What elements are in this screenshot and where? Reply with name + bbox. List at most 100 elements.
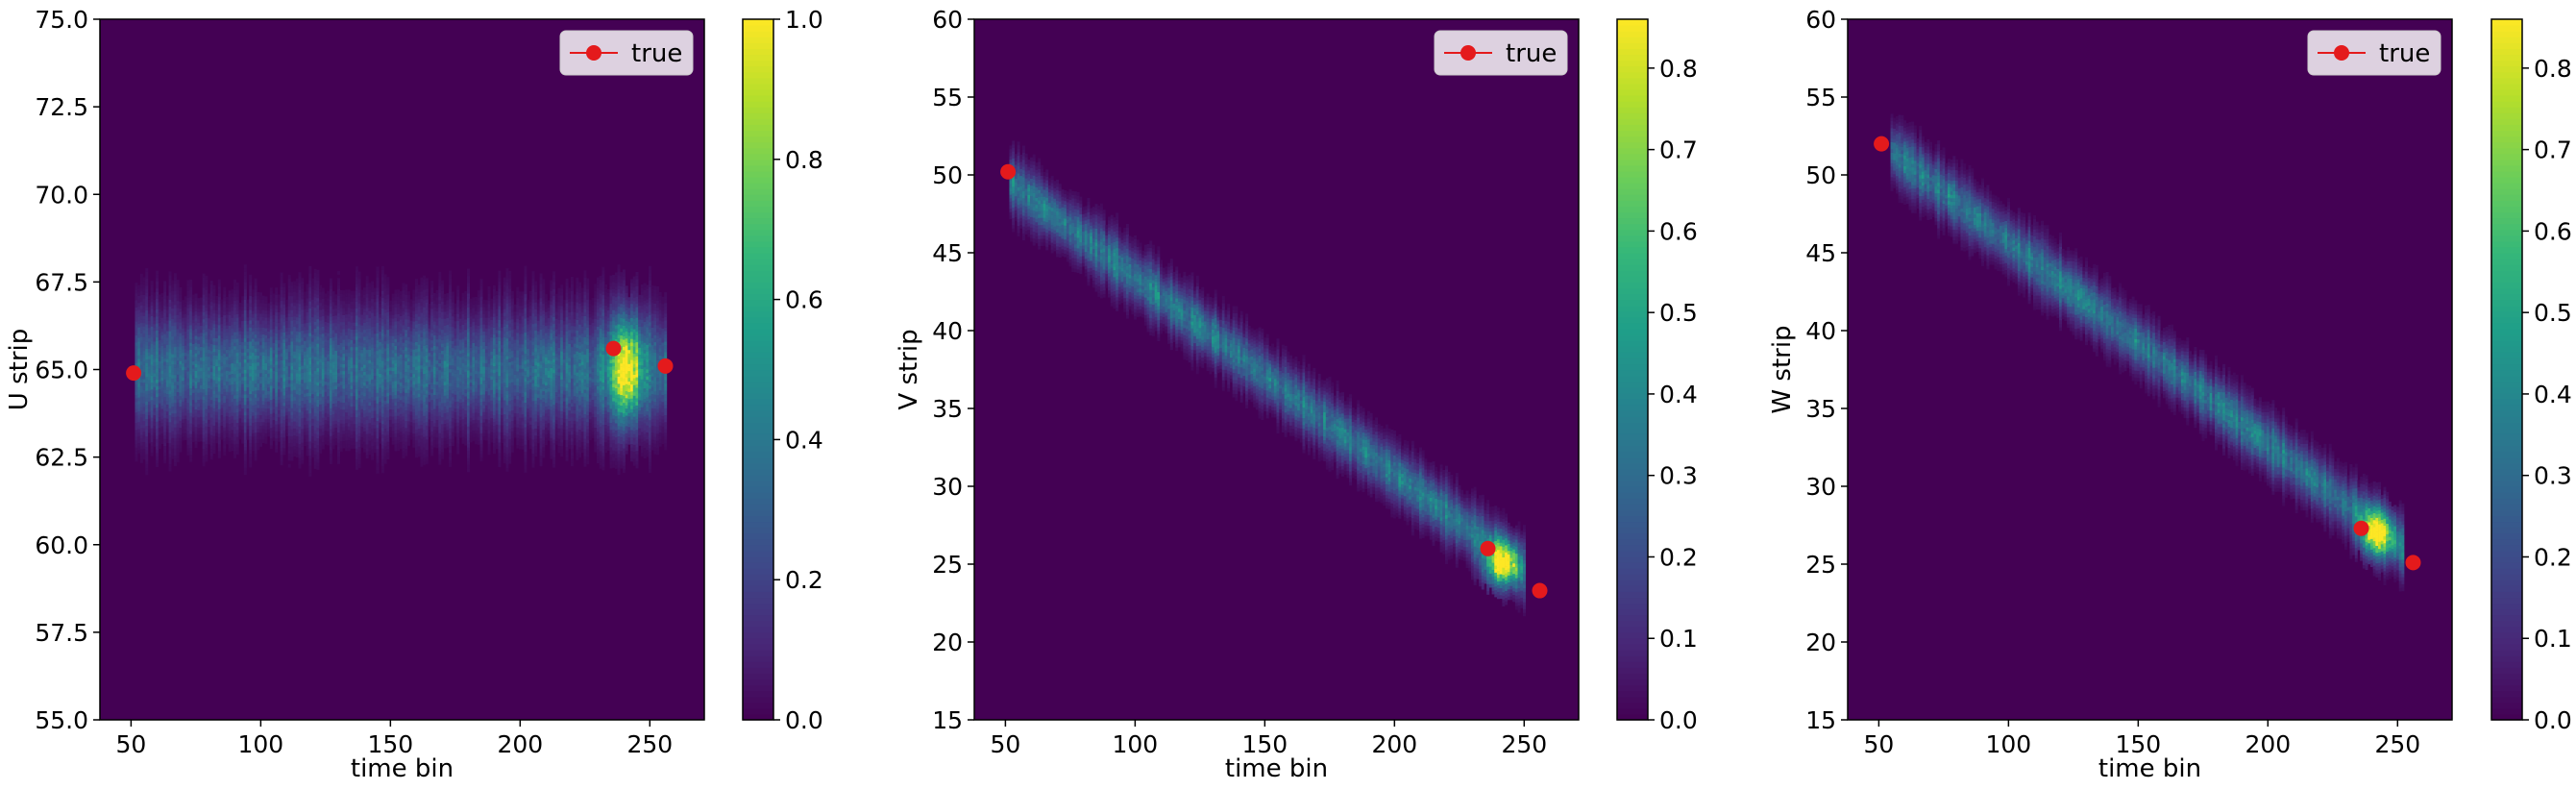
legend-box: [2307, 30, 2441, 76]
legend: true: [559, 30, 694, 76]
y-tick-label: 25: [932, 551, 963, 579]
true-point: [1480, 540, 1496, 556]
y-tick-label: 57.5: [35, 619, 88, 647]
y-tick-label: 35: [1805, 395, 1836, 423]
legend-label: true: [2379, 39, 2430, 68]
colorbar-tick-label: 0.2: [785, 566, 823, 594]
heatmap-track: [135, 264, 668, 477]
legend-label: true: [1506, 39, 1557, 68]
true-point: [657, 358, 674, 374]
y-tick-label: 60.0: [35, 531, 88, 559]
colorbar-tick-label: 0.3: [1659, 462, 1698, 490]
colorbar-tick-label: 0.6: [2534, 217, 2572, 245]
y-tick-label: 50: [1805, 161, 1836, 189]
colorbar-tick-label: 0.5: [2534, 299, 2572, 327]
legend-marker: [2334, 45, 2349, 61]
y-tick-label: 60: [932, 6, 963, 34]
y-tick-label: 55: [1805, 84, 1836, 111]
true-point: [2353, 520, 2369, 536]
colorbar-tick-label: 0.4: [2534, 381, 2572, 408]
true-point: [2405, 555, 2421, 571]
legend: true: [1434, 30, 1568, 76]
colorbar-tick-label: 0.8: [1659, 55, 1698, 83]
colorbar-tick-label: 1.0: [785, 6, 823, 34]
colorbar-tick-label: 0.6: [785, 286, 823, 314]
y-tick-label: 75.0: [35, 6, 88, 34]
y-tick-label: 45: [932, 239, 963, 267]
y-tick-label: 20: [1805, 629, 1836, 656]
colorbar: 0.0 0.1 0.2 0.3 0.4 0.5 0.6 0.7 0.8: [2490, 18, 2572, 734]
y-tick-label: 67.5: [35, 268, 88, 296]
y-tick-label: 50: [932, 161, 963, 189]
colorbar: 0.0 0.2 0.4 0.6 0.8 1.0: [742, 6, 823, 734]
colorbar-frame: [1616, 18, 1649, 721]
y-tick-label: 25: [1805, 551, 1836, 579]
true-point: [1000, 163, 1017, 180]
x-tick-label: 250: [626, 730, 673, 758]
x-tick-label: 150: [367, 730, 413, 758]
colorbar: 0.0 0.1 0.2 0.3 0.4 0.5 0.6 0.7 0.8: [1616, 18, 1698, 734]
colorbar-tick-label: 0.4: [1659, 381, 1698, 408]
colorbar-tick-label: 0.1: [1659, 625, 1698, 653]
colorbar-frame: [2490, 18, 2523, 721]
x-tick-label: 200: [497, 730, 543, 758]
plot-frame: [973, 18, 1580, 721]
y-tick-label: 55.0: [35, 706, 88, 734]
x-axis-label: time bin: [1225, 754, 1328, 783]
x-tick-label: 100: [238, 730, 284, 758]
x-tick-label: 250: [1501, 730, 1547, 758]
colorbar-tick-label: 0.3: [2534, 462, 2572, 490]
x-tick-label: 50: [1863, 730, 1894, 758]
legend-marker: [586, 45, 601, 61]
y-tick-label: 30: [932, 473, 963, 501]
y-tick-label: 72.5: [35, 93, 88, 121]
colorbar-tick-label: 0.4: [785, 426, 823, 454]
x-tick-label: 200: [2245, 730, 2291, 758]
y-tick-label: 35: [932, 395, 963, 423]
colorbar-frame: [742, 18, 774, 721]
y-tick-label: 70.0: [35, 181, 88, 209]
legend-marker: [1460, 45, 1476, 61]
colorbar-tick-label: 0.5: [1659, 299, 1698, 327]
colorbar-tick-label: 0.0: [1659, 706, 1698, 734]
x-axis-label: time bin: [2098, 754, 2201, 783]
x-tick-label: 100: [1986, 730, 2032, 758]
colorbar-tick-label: 0.1: [2534, 625, 2572, 653]
colorbar-tick-label: 0.2: [1659, 543, 1698, 571]
x-tick-label: 150: [1241, 730, 1288, 758]
y-axis-label: W strip: [1768, 325, 1797, 413]
colorbar-tick-label: 0.8: [2534, 55, 2572, 83]
y-tick-label: 15: [932, 706, 963, 734]
true-point: [126, 365, 142, 382]
heatmap-track: [1009, 140, 1526, 617]
colorbar-tick-label: 0.0: [2534, 706, 2572, 734]
y-tick-label: 40: [1805, 317, 1836, 345]
x-tick-label: 100: [1113, 730, 1159, 758]
y-axis-label: V strip: [895, 329, 923, 409]
x-tick-label: 50: [990, 730, 1020, 758]
panel-3: 50 100 150 200 250 15 20 25 30 35 40 45 50 55 60 time b…: [1768, 6, 2572, 783]
y-tick-label: 20: [932, 629, 963, 656]
y-tick-label: 30: [1805, 473, 1836, 501]
legend-box: [559, 30, 694, 76]
colorbar-tick-label: 0.0: [785, 706, 823, 734]
plot-frame: [1847, 18, 2453, 721]
legend: true: [2307, 30, 2441, 76]
y-tick-label: 62.5: [35, 444, 88, 472]
y-tick-label: 55: [932, 84, 963, 111]
true-point: [1532, 582, 1548, 599]
colorbar-tick-label: 0.8: [785, 146, 823, 174]
y-tick-label: 45: [1805, 239, 1836, 267]
x-tick-label: 50: [115, 730, 146, 758]
y-tick-label: 40: [932, 317, 963, 345]
colorbar-tick-label: 0.2: [2534, 543, 2572, 571]
true-point: [605, 340, 622, 357]
colorbar-tick-label: 0.6: [1659, 217, 1698, 245]
true-point: [1874, 136, 1890, 152]
y-tick-label: 65.0: [35, 357, 88, 384]
legend-box: [1434, 30, 1568, 76]
colorbar-tick-label: 0.7: [1659, 136, 1698, 164]
x-axis-label: time bin: [351, 754, 454, 783]
panel-1: 50 100 150 200 250 55.0 57.5 60.0 62.5 65.0 67.5 70…: [5, 6, 823, 783]
